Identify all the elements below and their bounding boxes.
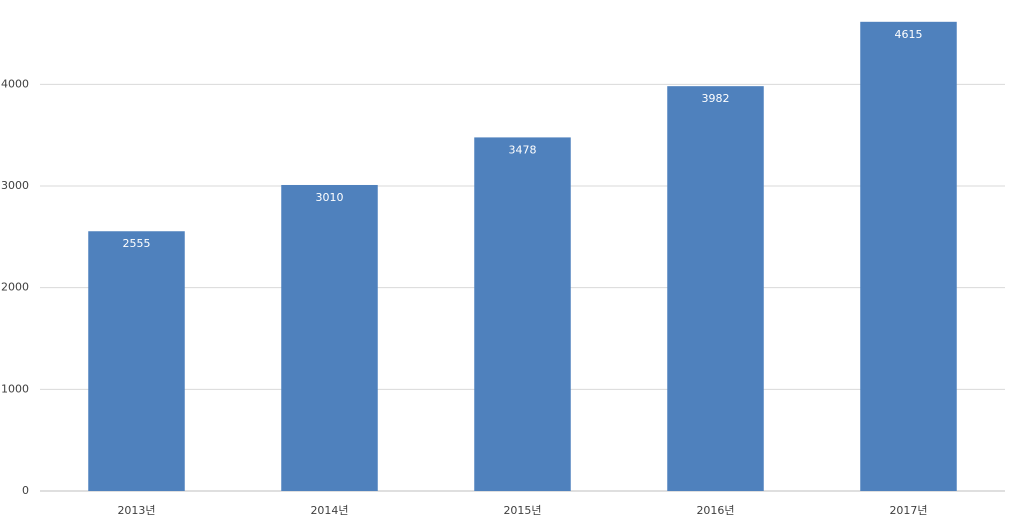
x-tick-label: 2013년	[117, 504, 155, 517]
y-tick-label: 1000	[1, 382, 29, 395]
value-label: 4615	[895, 28, 923, 41]
y-tick-label: 4000	[1, 77, 29, 90]
x-tick-label: 2017년	[889, 504, 927, 517]
x-tick-label: 2016년	[696, 504, 734, 517]
bar	[474, 137, 571, 492]
y-tick-label: 0	[22, 484, 29, 497]
bar	[860, 21, 957, 492]
bar	[281, 184, 378, 491]
x-tick-label: 2015년	[503, 504, 541, 517]
bar	[667, 86, 764, 491]
y-tick-label: 3000	[1, 179, 29, 192]
bar	[88, 231, 185, 491]
value-label: 2555	[123, 237, 151, 250]
value-label: 3478	[509, 143, 537, 156]
value-label: 3010	[316, 191, 344, 204]
y-tick-label: 2000	[1, 281, 29, 294]
value-label: 3982	[702, 92, 730, 105]
x-tick-label: 2014년	[310, 504, 348, 517]
